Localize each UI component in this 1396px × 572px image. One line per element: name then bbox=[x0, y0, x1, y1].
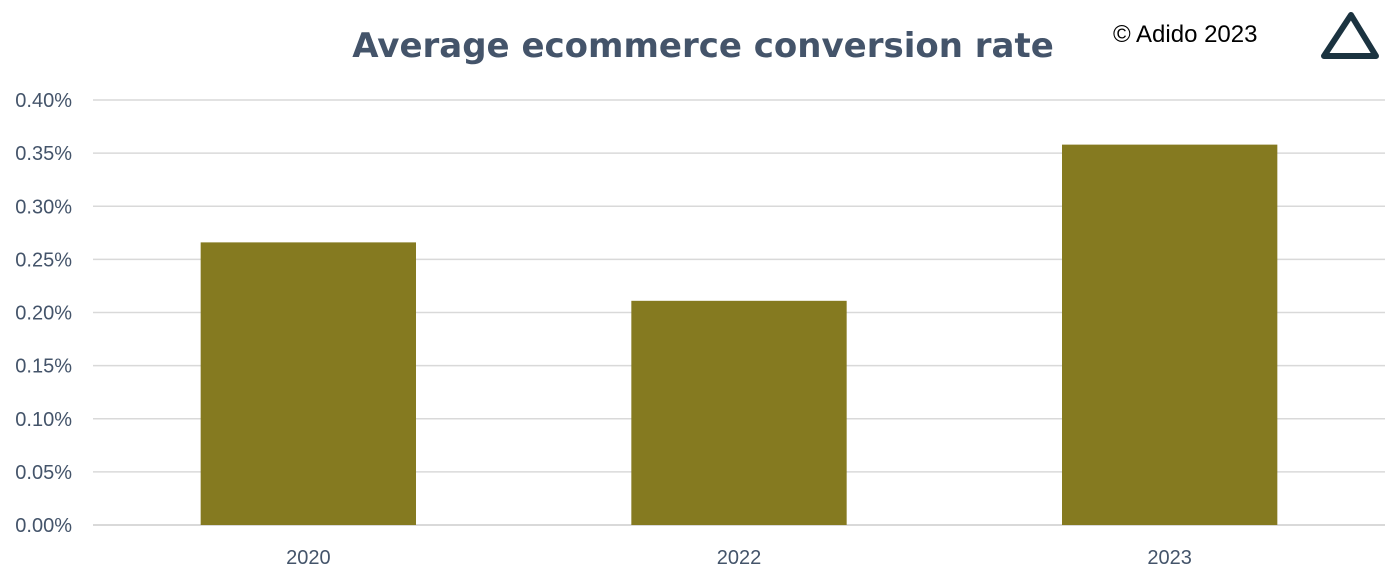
bar-2020 bbox=[200, 242, 416, 525]
x-category-label: 2020 bbox=[286, 547, 331, 569]
y-axis-tick-labels: 0.00% 0.05% 0.10% 0.15% 0.20% 0.25% 0.30% 0.35%… bbox=[15, 90, 72, 537]
bar-2023 bbox=[1062, 144, 1278, 525]
y-tick-label: 0.00% bbox=[15, 515, 72, 537]
y-tick-label: 0.15% bbox=[15, 356, 72, 378]
chart-title: Average ecommerce conversion rate bbox=[352, 26, 1054, 66]
y-tick-label: 0.25% bbox=[15, 249, 72, 271]
bar-2022 bbox=[631, 300, 847, 525]
y-tick-label: 0.20% bbox=[15, 303, 72, 325]
y-tick-label: 0.05% bbox=[15, 462, 72, 484]
y-tick-label: 0.40% bbox=[15, 90, 72, 112]
y-tick-label: 0.10% bbox=[15, 409, 72, 431]
copyright-notice: © Adido 2023 bbox=[1113, 21, 1257, 48]
x-axis-category-labels: 2020 2022 2023 bbox=[286, 547, 1192, 569]
x-category-label: 2023 bbox=[1147, 547, 1192, 569]
y-tick-label: 0.35% bbox=[15, 143, 72, 165]
x-category-label: 2022 bbox=[717, 547, 762, 569]
bars bbox=[200, 144, 1278, 525]
y-tick-label: 0.30% bbox=[15, 196, 72, 218]
logo-triangle-shape bbox=[1321, 12, 1379, 59]
triangle-logo-icon bbox=[1321, 12, 1379, 59]
